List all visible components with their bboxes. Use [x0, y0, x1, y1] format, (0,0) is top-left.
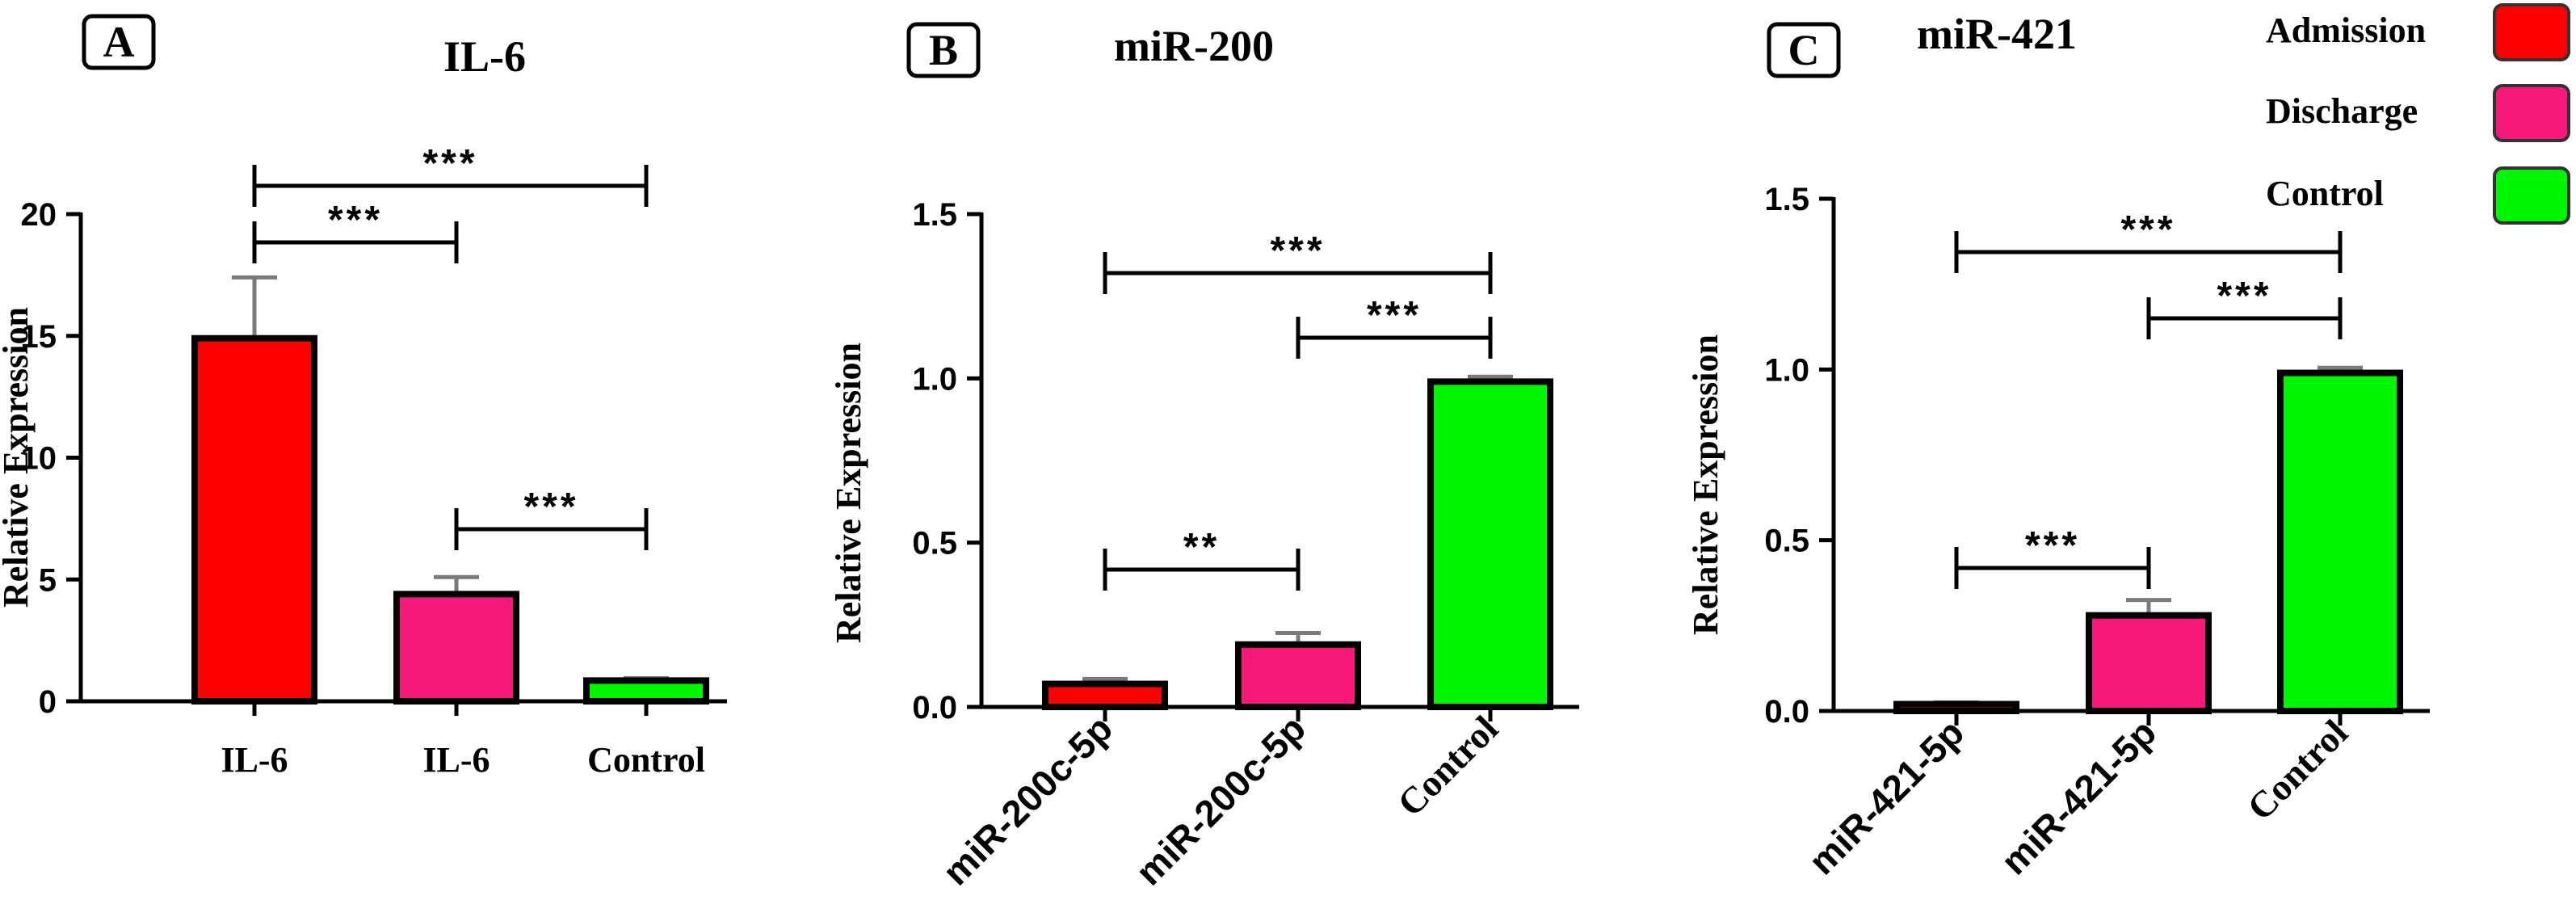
chart-title: miR-200	[1114, 22, 1274, 70]
significance-label: ***	[1270, 229, 1325, 272]
panel-label-box	[82, 14, 156, 70]
panel-label: C	[1788, 26, 1820, 74]
legend: Admission Discharge Control	[2266, 3, 2570, 225]
legend-label: Control	[2266, 174, 2384, 213]
legend-label: Discharge	[2266, 91, 2418, 131]
legend-label: Admission	[2266, 11, 2426, 50]
significance-label: **	[1183, 526, 1220, 569]
significance-label: ***	[2120, 208, 2175, 251]
legend-swatch	[2493, 84, 2570, 142]
y-axis-label: Relative Expression	[0, 307, 36, 608]
x-tick-label: miR-421-5p	[1993, 711, 2164, 882]
bar	[393, 591, 519, 705]
panel-a: A IL-6 Relative Expression 0 5 10 15 20 IL-6 IL-6…	[0, 14, 727, 780]
x-tick-label: miR-200c-5p	[935, 707, 1120, 893]
bar	[1235, 641, 1361, 711]
y-tick-label: 0.5	[1764, 524, 1809, 559]
significance-label: ***	[1367, 294, 1422, 337]
y-tick-label: 15	[21, 319, 57, 355]
x-tick-label: IL-6	[221, 740, 288, 780]
panel-label: A	[103, 18, 135, 66]
bar	[191, 334, 317, 705]
significance-label: ***	[422, 142, 477, 185]
x-tick-label: Control	[587, 740, 705, 780]
bar	[2277, 369, 2403, 714]
significance-label: ***	[523, 486, 578, 528]
bar	[1427, 378, 1553, 710]
legend-swatch	[2493, 3, 2570, 61]
x-tick-label: miR-421-5p	[1801, 711, 1972, 882]
x-tick-label: Control	[2239, 712, 2355, 828]
y-tick-label: 0.5	[912, 526, 957, 562]
bar	[2086, 612, 2212, 714]
y-tick-label: 0.0	[1764, 694, 1809, 730]
x-tick-label: IL-6	[422, 740, 490, 780]
panel-label-box	[906, 22, 981, 78]
bar	[1042, 680, 1168, 710]
y-tick-label: 5	[39, 562, 57, 598]
significance-label: ***	[2217, 275, 2271, 318]
y-tick-label: 20	[21, 197, 57, 233]
chart-title: IL-6	[443, 32, 526, 81]
y-axis-label: Relative Expression	[829, 343, 868, 643]
bar	[1893, 700, 2019, 715]
y-tick-label: 1.5	[1764, 182, 1809, 217]
x-tick-label: Control	[1389, 708, 1506, 824]
panel-label: B	[929, 26, 958, 74]
y-axis-label: Relative Expression	[1686, 334, 1725, 635]
x-tick-label: miR-200c-5p	[1128, 707, 1313, 893]
y-tick-label: 1.0	[912, 361, 957, 397]
y-tick-label: 1.5	[912, 197, 957, 233]
y-tick-label: 0.0	[912, 690, 957, 726]
chart-title: miR-421	[1917, 10, 2077, 58]
legend-swatch	[2493, 166, 2570, 225]
significance-label: ***	[2025, 524, 2080, 567]
bar	[583, 677, 709, 705]
significance-label: ***	[328, 199, 383, 242]
panel-label-box	[1767, 22, 1841, 78]
y-tick-label: 1.0	[1764, 352, 1809, 388]
y-tick-label: 10	[21, 441, 57, 477]
y-tick-label: 0	[39, 684, 57, 720]
